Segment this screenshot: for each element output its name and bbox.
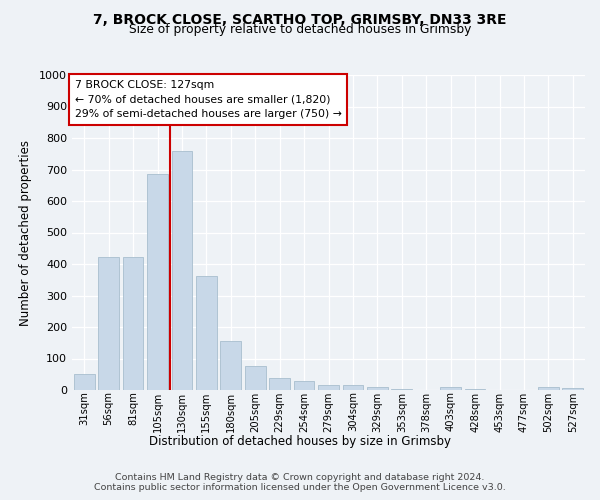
- Bar: [220, 341, 241, 390]
- Bar: [367, 388, 388, 390]
- Bar: [172, 150, 193, 390]
- Text: 7, BROCK CLOSE, SCARTHO TOP, GRIMSBY, DN33 3RE: 7, BROCK CLOSE, SCARTHO TOP, GRIMSBY, DN…: [93, 12, 507, 26]
- Bar: [538, 388, 559, 390]
- Bar: [318, 386, 339, 390]
- Bar: [196, 276, 217, 390]
- Bar: [269, 378, 290, 390]
- Text: Distribution of detached houses by size in Grimsby: Distribution of detached houses by size …: [149, 435, 451, 448]
- Bar: [343, 386, 364, 390]
- Bar: [562, 388, 583, 390]
- Text: Contains public sector information licensed under the Open Government Licence v3: Contains public sector information licen…: [94, 484, 506, 492]
- Bar: [245, 366, 266, 390]
- Bar: [74, 374, 95, 390]
- Text: Size of property relative to detached houses in Grimsby: Size of property relative to detached ho…: [129, 23, 471, 36]
- Bar: [440, 388, 461, 390]
- Y-axis label: Number of detached properties: Number of detached properties: [19, 140, 32, 326]
- Bar: [98, 257, 119, 390]
- Bar: [122, 257, 143, 390]
- Text: Contains HM Land Registry data © Crown copyright and database right 2024.: Contains HM Land Registry data © Crown c…: [115, 472, 485, 482]
- Text: 7 BROCK CLOSE: 127sqm
← 70% of detached houses are smaller (1,820)
29% of semi-d: 7 BROCK CLOSE: 127sqm ← 70% of detached …: [74, 80, 341, 120]
- Bar: [147, 174, 168, 390]
- Bar: [293, 382, 314, 390]
